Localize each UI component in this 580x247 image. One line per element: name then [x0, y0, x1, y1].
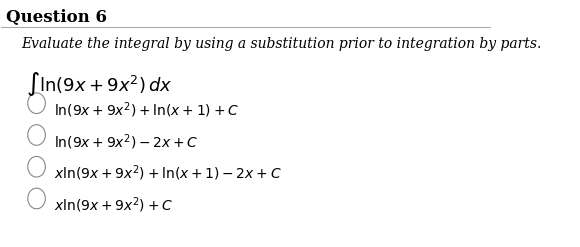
- Text: Evaluate the integral by using a substitution prior to integration by parts.: Evaluate the integral by using a substit…: [21, 37, 541, 51]
- Text: Question 6: Question 6: [6, 9, 107, 26]
- Text: $x\ln(9x + 9x^2) + C$: $x\ln(9x + 9x^2) + C$: [54, 196, 173, 215]
- Text: $\ln(9x + 9x^2) - 2x + C$: $\ln(9x + 9x^2) - 2x + C$: [54, 132, 199, 152]
- Text: $\ln(9x + 9x^2) + \ln(x+1) + C$: $\ln(9x + 9x^2) + \ln(x+1) + C$: [54, 100, 239, 120]
- Text: $\int \ln(9x + 9x^2)\, dx$: $\int \ln(9x + 9x^2)\, dx$: [26, 70, 172, 98]
- Text: $x\ln(9x + 9x^2) + \ln(x+1) - 2x + C$: $x\ln(9x + 9x^2) + \ln(x+1) - 2x + C$: [54, 164, 282, 183]
